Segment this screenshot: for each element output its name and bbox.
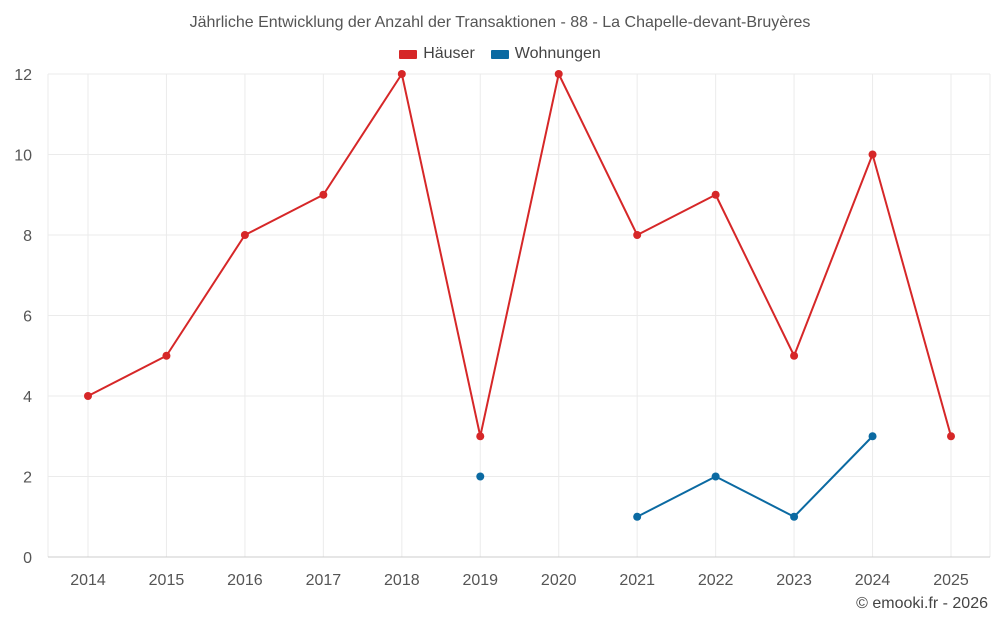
series-line-wohnungen-1 bbox=[636, 435, 874, 518]
legend-swatch-haeuser bbox=[399, 49, 418, 59]
x-tick-label-2025: 2025 bbox=[933, 572, 969, 589]
data-point-haeuser-2024 bbox=[868, 150, 877, 159]
y-tick-label-2: 2 bbox=[23, 470, 32, 487]
x-tick-label-2015: 2015 bbox=[149, 572, 185, 589]
x-tick-label-2024: 2024 bbox=[855, 572, 891, 589]
legend-label-haeuser: Häuser bbox=[423, 45, 475, 62]
legend-item-wohnungen[interactable]: Wohnungen bbox=[490, 45, 601, 63]
data-point-haeuser-2015 bbox=[162, 351, 171, 360]
y-tick-label-10: 10 bbox=[14, 148, 32, 165]
y-tick-label-6: 6 bbox=[23, 309, 32, 326]
data-point-haeuser-2018 bbox=[397, 70, 406, 78]
legend-label-wohnungen: Wohnungen bbox=[514, 45, 601, 62]
data-point-haeuser-2023 bbox=[790, 351, 799, 360]
x-tick-label-2016: 2016 bbox=[227, 572, 263, 589]
legend: Häuser Wohnungen bbox=[0, 45, 1000, 63]
credit-text: © emooki.fr - 2026 bbox=[856, 595, 988, 612]
data-point-wohnungen-2023 bbox=[790, 512, 799, 521]
x-tick-label-2023: 2023 bbox=[776, 572, 812, 589]
x-tick-label-2014: 2014 bbox=[70, 572, 106, 589]
x-tick-label-2019: 2019 bbox=[462, 572, 498, 589]
data-point-wohnungen-2022 bbox=[711, 472, 720, 481]
x-tick-label-2017: 2017 bbox=[306, 572, 342, 589]
data-point-haeuser-2019 bbox=[476, 432, 485, 441]
chart-title: Jährliche Entwicklung der Anzahl der Tra… bbox=[189, 14, 811, 31]
legend-swatch-wohnungen bbox=[490, 49, 509, 59]
y-tick-label-4: 4 bbox=[23, 389, 32, 406]
x-tick-label-2022: 2022 bbox=[698, 572, 734, 589]
x-tick-label-2018: 2018 bbox=[384, 572, 420, 589]
data-point-haeuser-2021 bbox=[633, 231, 642, 239]
data-point-haeuser-2014 bbox=[84, 392, 92, 400]
data-point-wohnungen-2021 bbox=[633, 512, 642, 521]
data-point-haeuser-2020 bbox=[554, 70, 563, 78]
data-point-haeuser-2022 bbox=[711, 190, 720, 199]
x-tick-label-2020: 2020 bbox=[541, 572, 577, 589]
series-line-haeuser-0 bbox=[87, 73, 952, 438]
data-point-wohnungen-2024 bbox=[868, 432, 877, 441]
x-tick-label-2021: 2021 bbox=[619, 572, 655, 589]
y-tick-label-8: 8 bbox=[23, 228, 32, 245]
legend-item-haeuser[interactable]: Häuser bbox=[399, 45, 475, 63]
data-point-haeuser-2016 bbox=[240, 231, 249, 239]
data-point-haeuser-2017 bbox=[319, 190, 328, 199]
data-point-haeuser-2025 bbox=[947, 432, 955, 441]
y-tick-label-0: 0 bbox=[23, 550, 32, 567]
data-point-wohnungen-2019 bbox=[476, 472, 485, 481]
y-tick-label-12: 12 bbox=[14, 67, 32, 84]
